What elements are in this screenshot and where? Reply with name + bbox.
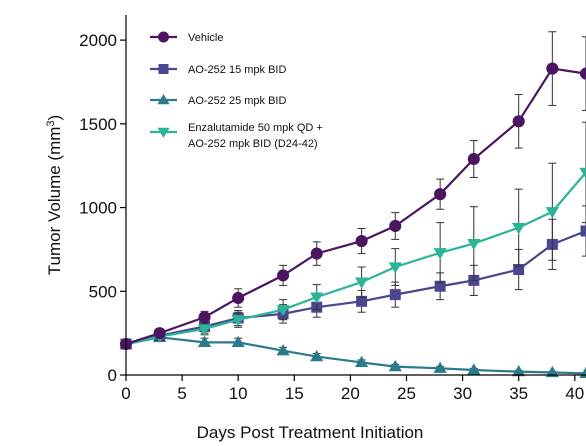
- legend-marker: [158, 64, 169, 74]
- legend-item: Enzalutamide 50 mpk QD + AO-252 mpk BID (…: [150, 122, 323, 150]
- y-tick-label: 2000: [79, 31, 117, 50]
- x-tick-label: 30: [453, 384, 472, 403]
- x-tick-label: 0: [121, 384, 130, 403]
- data-point: [433, 248, 447, 260]
- series-line: [125, 171, 586, 346]
- data-point: [153, 327, 166, 340]
- y-tick-label: 0: [108, 366, 117, 385]
- x-tick-label: 10: [229, 384, 248, 403]
- data-point: [467, 152, 480, 166]
- data-point: [276, 305, 290, 317]
- data-point: [580, 225, 586, 237]
- data-point: [310, 247, 323, 260]
- x-axis-title: Days Post Treatment Initiation: [197, 423, 424, 442]
- series-2: [119, 330, 586, 378]
- data-point: [231, 335, 245, 347]
- data-point: [545, 207, 559, 219]
- y-axis-title-main: Tumor Volume (mm: [45, 127, 64, 276]
- y-tick-label: 1500: [79, 115, 117, 134]
- data-point: [198, 311, 211, 324]
- y-tick-label: 500: [89, 282, 117, 301]
- x-tick-label: 40: [565, 384, 584, 403]
- data-point: [513, 264, 525, 276]
- data-point: [579, 67, 586, 80]
- plot-area: [119, 31, 586, 378]
- legend-label: Enzalutamide 50 mpk QD +: [188, 122, 323, 134]
- legend-marker: [157, 94, 170, 105]
- legend-label: AO-252 25 mpk BID: [188, 95, 286, 107]
- series-0: [119, 31, 586, 351]
- data-point: [512, 115, 525, 128]
- data-point: [434, 280, 446, 292]
- series-line: [125, 229, 586, 346]
- data-point: [232, 291, 245, 305]
- data-point: [355, 355, 369, 368]
- data-point: [310, 292, 324, 304]
- legend-label: AO-252 mpk BID (D24-42): [188, 138, 318, 150]
- legend: Vehicle AO-252 15 mpk BID AO-252 25 mpk BI…: [150, 31, 323, 150]
- data-point: [512, 223, 526, 235]
- data-point: [231, 315, 245, 327]
- data-point: [197, 335, 212, 347]
- data-point: [579, 167, 586, 179]
- legend-item: AO-252 25 mpk BID: [150, 94, 286, 107]
- data-point: [434, 188, 447, 201]
- data-point: [389, 289, 401, 301]
- data-point: [545, 365, 559, 378]
- legend-item: Vehicle: [150, 31, 223, 44]
- legend-label: AO-252 15 mpk BID: [188, 64, 286, 76]
- data-point: [310, 349, 324, 362]
- y-axis-ticks: 0 500 1000 1500 2000: [79, 31, 126, 385]
- data-point: [389, 219, 402, 233]
- data-point: [512, 365, 526, 377]
- data-point: [197, 324, 212, 336]
- x-tick-label: 15: [285, 384, 304, 403]
- x-tick-label: 25: [397, 384, 416, 403]
- legend-item: AO-252 15 mpk BID: [150, 64, 286, 76]
- data-point: [276, 344, 290, 356]
- data-point: [355, 277, 369, 289]
- legend-marker: [157, 127, 170, 138]
- data-point: [546, 62, 559, 75]
- x-tick-label: 5: [177, 384, 186, 403]
- legend-marker: [158, 31, 169, 43]
- legend-label: Vehicle: [188, 32, 223, 44]
- data-point: [388, 360, 402, 372]
- data-point: [388, 262, 402, 274]
- series-3: [119, 121, 586, 351]
- data-point: [467, 238, 481, 251]
- y-axis-title: Tumor Volume (mm3): [45, 115, 64, 275]
- data-point: [355, 234, 368, 248]
- x-tick-label: 35: [509, 384, 528, 403]
- data-point: [467, 363, 481, 375]
- data-point: [433, 361, 447, 373]
- y-axis-title-close: ): [45, 115, 64, 121]
- data-point: [356, 295, 368, 307]
- x-tick-label: 20: [341, 384, 360, 403]
- y-axis-title-superscript: 3: [45, 120, 57, 126]
- data-point: [277, 269, 290, 282]
- y-tick-label: 1000: [79, 199, 117, 218]
- x-axis-ticks: 0 5 10 15 20 25 30 35 40: [121, 375, 584, 403]
